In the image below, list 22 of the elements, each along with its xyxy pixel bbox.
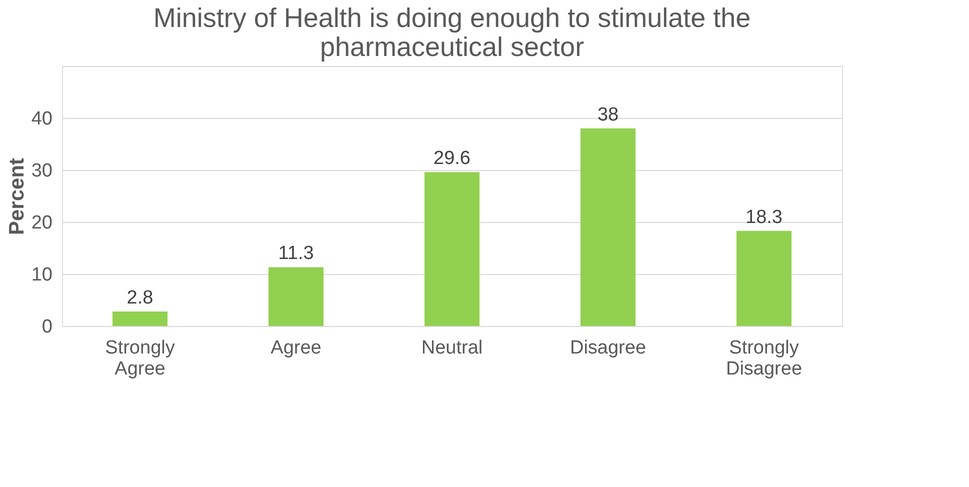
bar xyxy=(112,311,168,326)
x-tick-label: Agree xyxy=(270,338,322,358)
data-label: 18.3 xyxy=(746,206,782,228)
bar xyxy=(268,267,324,326)
data-label: 11.3 xyxy=(278,243,314,264)
data-label: 29.6 xyxy=(434,148,470,170)
y-tick-label: 30 xyxy=(31,160,52,182)
data-label: 2.8 xyxy=(126,287,154,308)
y-axis-title: Percent xyxy=(5,158,28,236)
y-tick-label: 40 xyxy=(31,108,52,130)
chart-title: Ministry of Health is doing enough to stimulate the pharmaceutical sector xyxy=(153,3,751,62)
bar xyxy=(580,128,636,326)
y-tick-label: 0 xyxy=(42,316,52,338)
x-tick-label: Disagree xyxy=(570,338,646,358)
bar xyxy=(736,230,792,326)
y-tick-label: 20 xyxy=(31,212,52,234)
x-tick-label: Strongly Agree xyxy=(105,338,176,380)
x-tick-label: Neutral xyxy=(421,338,483,358)
y-tick-label: 10 xyxy=(31,264,52,286)
data-label: 38 xyxy=(597,104,619,126)
x-tick-label: Strongly Disagree xyxy=(726,338,802,380)
bar xyxy=(424,172,480,326)
